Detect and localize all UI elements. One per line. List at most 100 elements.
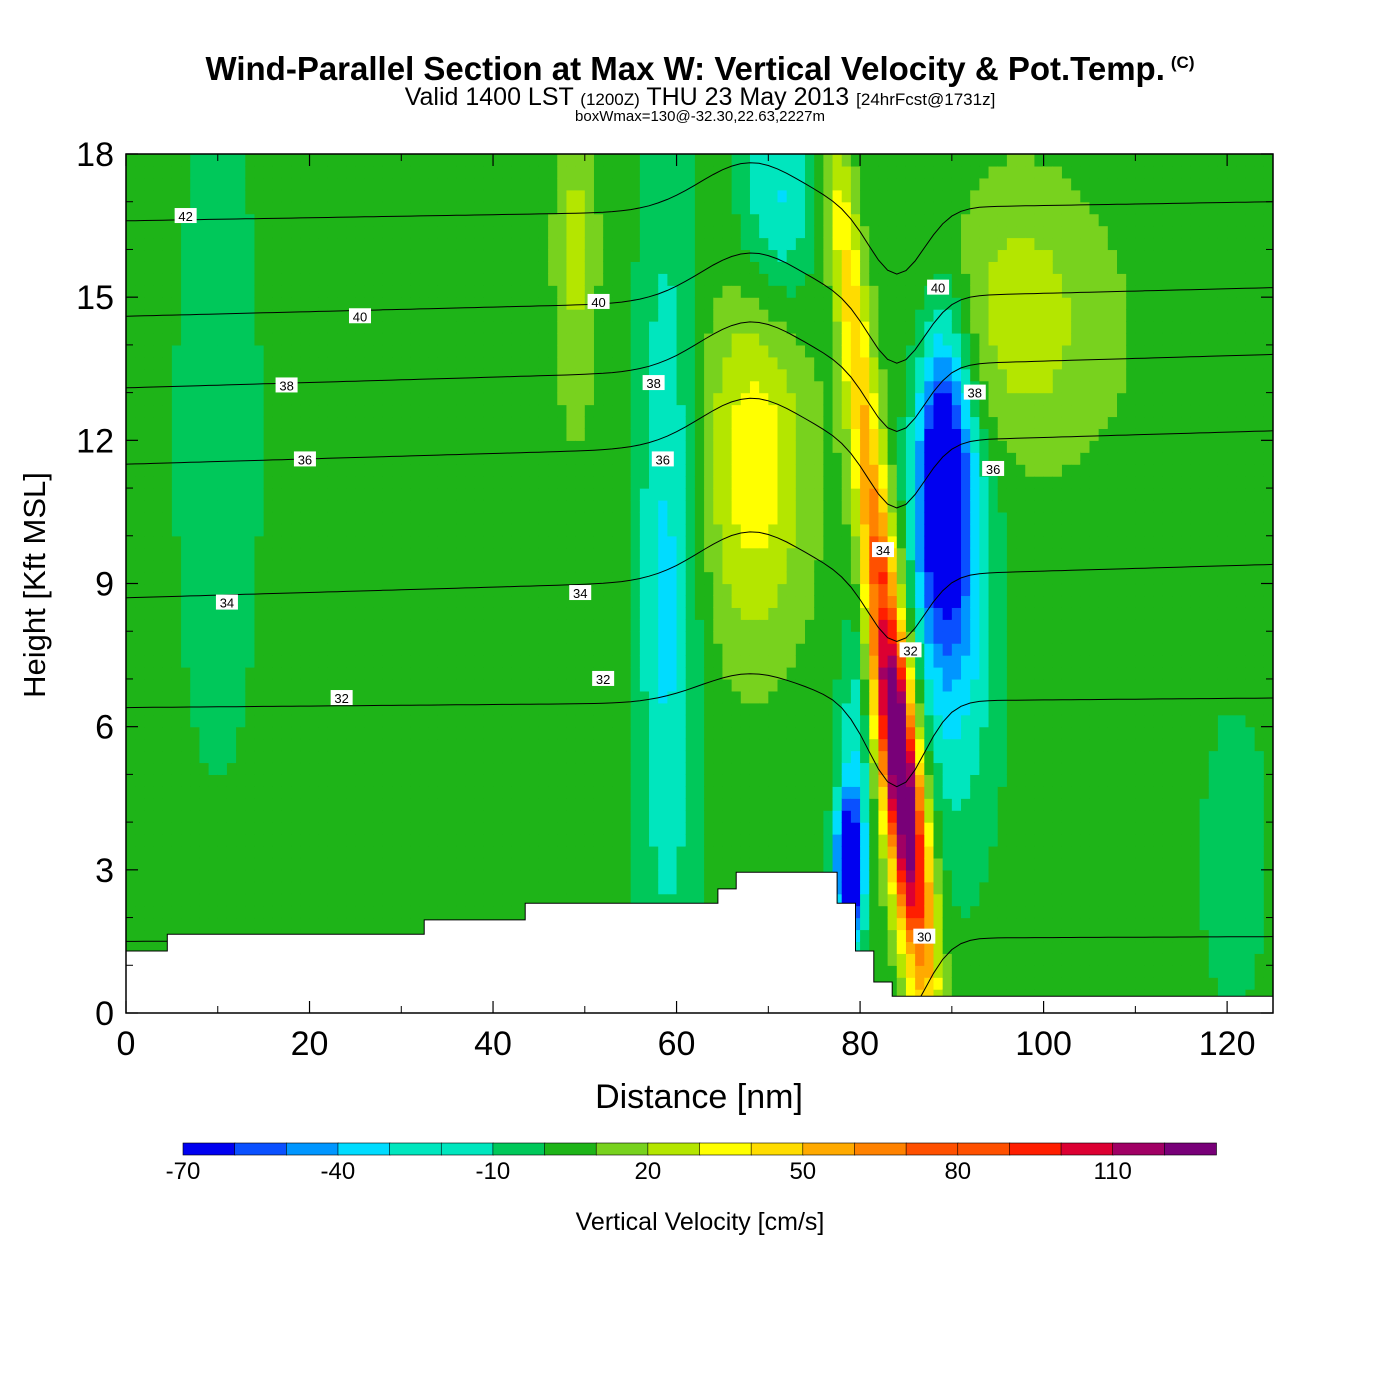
field-cell [456, 309, 467, 322]
field-cell [410, 643, 421, 656]
field-cell [226, 559, 237, 573]
field-cell [630, 273, 641, 286]
field-cell [410, 786, 421, 799]
field-cell [447, 845, 457, 859]
field-cell [419, 762, 430, 775]
field-cell [272, 201, 283, 215]
field-cell [713, 392, 724, 406]
field-cell [281, 774, 292, 787]
field-cell [731, 750, 742, 764]
field-cell [208, 655, 219, 668]
field-cell [529, 845, 540, 859]
field-cell [144, 607, 155, 620]
field-cell [704, 845, 714, 859]
field-cell [309, 583, 320, 597]
field-cell [199, 607, 210, 620]
field-cell [548, 332, 558, 346]
field-cell [410, 368, 421, 382]
field-cell [685, 535, 696, 549]
field-cell [722, 738, 733, 752]
field-cell [364, 571, 375, 585]
field-cell [181, 810, 191, 823]
field-cell [667, 499, 678, 513]
field-cell [144, 547, 155, 561]
field-cell [419, 810, 430, 823]
field-cell [236, 881, 246, 895]
field-cell [649, 356, 659, 370]
field-cell [685, 774, 696, 787]
field-cell [135, 810, 145, 823]
field-cell [171, 511, 182, 525]
field-cell [529, 237, 540, 251]
field-cell [190, 905, 201, 919]
field-cell [704, 714, 714, 728]
field-cell [437, 774, 448, 787]
field-cell [658, 440, 668, 453]
field-cell [474, 452, 485, 465]
field-cell [630, 261, 641, 274]
field-cell [713, 237, 724, 251]
field-cell [483, 786, 494, 799]
field-cell [740, 404, 751, 418]
field-cell [135, 332, 145, 346]
field-cell [392, 368, 402, 382]
field-cell [236, 655, 246, 668]
field-cell [337, 392, 347, 406]
field-cell [309, 798, 320, 811]
field-cell [181, 774, 191, 787]
field-cell [217, 619, 228, 632]
field-cell [621, 332, 632, 346]
field-cell [373, 297, 384, 310]
field-cell [245, 857, 256, 871]
field-cell [584, 714, 595, 728]
field-cell [667, 201, 678, 215]
field-cell [575, 225, 586, 239]
field-cell [713, 225, 724, 239]
field-cell [511, 309, 522, 322]
field-cell [236, 189, 246, 203]
field-cell [419, 643, 430, 656]
field-cell [740, 786, 751, 799]
field-cell [694, 714, 705, 728]
field-cell [538, 810, 549, 823]
field-cell [437, 822, 448, 835]
field-cell [382, 476, 393, 489]
field-cell [337, 607, 347, 620]
field-cell [392, 786, 402, 799]
field-cell [364, 392, 375, 406]
field-cell [621, 452, 632, 465]
field-cell [456, 762, 467, 775]
field-cell [575, 667, 586, 680]
field-cell [704, 225, 714, 239]
field-cell [126, 643, 136, 656]
field-cell [190, 631, 201, 644]
field-cell [263, 619, 274, 632]
field-cell [649, 154, 659, 167]
field-cell [208, 774, 219, 787]
field-cell [144, 595, 155, 608]
field-cell [612, 702, 623, 716]
field-cell [740, 607, 751, 620]
field-cell [126, 547, 136, 561]
field-cell [713, 511, 724, 525]
field-cell [217, 917, 228, 931]
field-cell [483, 845, 494, 859]
field-cell [419, 213, 430, 227]
field-cell [731, 738, 742, 752]
field-cell [456, 655, 467, 668]
field-cell [630, 440, 641, 453]
field-cell [254, 201, 265, 215]
field-cell [603, 380, 613, 394]
field-cell [309, 237, 320, 251]
field-cell [603, 285, 613, 298]
field-cell [502, 392, 512, 406]
field-cell [135, 822, 145, 835]
field-cell [603, 476, 613, 489]
field-cell [236, 225, 246, 239]
field-cell [639, 165, 650, 179]
field-cell [621, 667, 632, 680]
field-cell [465, 309, 476, 322]
field-cell [529, 225, 540, 239]
field-cell [126, 631, 136, 644]
field-cell [548, 344, 558, 358]
